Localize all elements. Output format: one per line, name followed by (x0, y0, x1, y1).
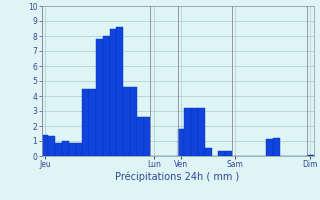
Bar (178, 129, 184, 156)
Bar (62, 141, 69, 156)
Bar (109, 28, 116, 156)
Bar (42, 135, 48, 156)
Bar (205, 148, 212, 156)
Bar (198, 108, 205, 156)
Bar (144, 117, 150, 156)
Bar (55, 142, 62, 156)
Bar (273, 138, 280, 156)
Bar (116, 27, 123, 156)
Bar (266, 139, 273, 156)
Bar (130, 87, 137, 156)
Bar (96, 39, 103, 156)
Bar (123, 87, 130, 156)
Bar (307, 154, 314, 156)
Bar (225, 151, 232, 156)
Bar (219, 151, 225, 156)
Bar (103, 36, 109, 156)
Bar (184, 108, 191, 156)
Bar (83, 88, 89, 156)
X-axis label: Précipitations 24h ( mm ): Précipitations 24h ( mm ) (116, 172, 240, 182)
Bar (137, 117, 144, 156)
Bar (76, 143, 83, 156)
Bar (48, 136, 55, 156)
Bar (69, 143, 76, 156)
Bar (89, 88, 96, 156)
Bar (191, 108, 198, 156)
